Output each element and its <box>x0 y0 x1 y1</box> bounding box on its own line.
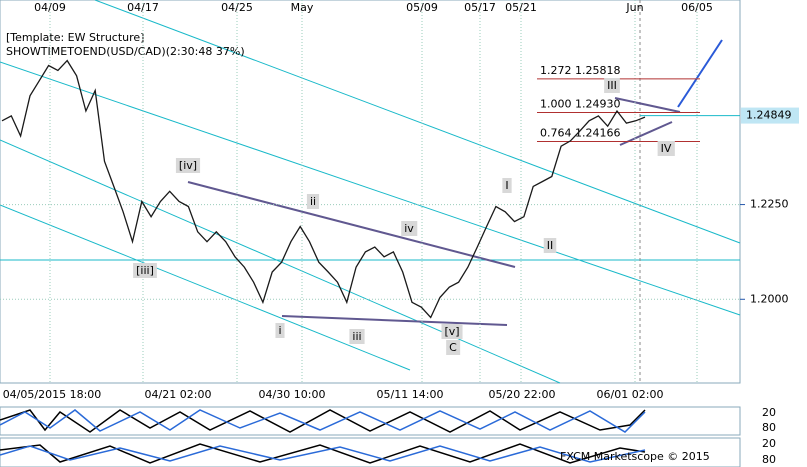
current-price-label: 1.24849 <box>746 109 792 122</box>
wave-label: III <box>607 79 617 92</box>
fib-ratio: 1.272 <box>540 64 572 77</box>
time-label: 04/05/2015 18:00 <box>3 388 102 401</box>
fib-ratio: 1.000 <box>540 98 572 111</box>
wave-label-box <box>604 78 620 93</box>
wave-label: i <box>278 324 281 337</box>
price-line <box>1 59 646 319</box>
footer: FXCM Marketscope © 2015 <box>560 450 710 463</box>
current-price-box <box>741 107 799 124</box>
wave-label-box <box>306 194 320 209</box>
wave-label-box <box>133 263 157 278</box>
wave-label: [iii] <box>136 264 154 277</box>
wave-label-box <box>349 329 365 344</box>
wave-label: [iv] <box>179 159 197 172</box>
time-label: 05/17 <box>464 1 496 14</box>
fib-ratio: 0.764 <box>540 126 572 139</box>
trendline <box>187 97 681 326</box>
wave-label-box <box>657 141 675 156</box>
time-label: 04/21 02:00 <box>145 388 212 401</box>
y-tick-label: 1.2250 <box>750 198 789 211</box>
time-label: 06/05 <box>681 1 713 14</box>
wave-label-box <box>543 238 557 253</box>
wave-label-box <box>446 340 461 355</box>
channel <box>0 0 741 384</box>
oscillator-tick-label: 20 <box>762 437 776 450</box>
oscillator-tick-label: 80 <box>762 453 776 466</box>
time-label: 05/11 14:00 <box>377 388 444 401</box>
wave-label-box <box>502 178 512 193</box>
time-label: 04/25 <box>221 1 253 14</box>
wave-label-box <box>401 221 418 236</box>
wave-label: I <box>505 179 508 192</box>
oscillator-lines <box>0 409 646 464</box>
header-line: SHOWTIMETOEND(USD/CAD)(2:30:48 37%) <box>6 45 245 58</box>
y-tick-label: 1.2000 <box>750 292 789 305</box>
time-label: 04/17 <box>127 1 159 14</box>
oscillator-tick-label: 80 <box>762 421 776 434</box>
time-label: 05/20 22:00 <box>489 388 556 401</box>
wave-label: [v] <box>444 325 459 338</box>
wave-label: II <box>547 239 554 252</box>
oscillator-panel <box>0 437 741 467</box>
header-line: [Template: EW Structure] <box>6 31 144 44</box>
time-label: 05/21 <box>505 1 537 14</box>
fib-price: 1.25818 <box>575 64 621 77</box>
projection-arrow <box>677 39 723 108</box>
wave-label: iv <box>404 222 414 235</box>
wave-label-box <box>441 324 463 339</box>
time-label: 04/09 <box>34 1 66 14</box>
wave-label: iii <box>352 330 361 343</box>
fib-price: 1.24166 <box>575 126 621 139</box>
wave-label-box <box>275 323 285 338</box>
time-label: 05/09 <box>406 1 438 14</box>
wave-label: ii <box>310 195 316 208</box>
fib-price: 1.24930 <box>575 98 621 111</box>
time-label: 06/01 02:00 <box>597 388 664 401</box>
wave-label: IV <box>661 142 672 155</box>
time-label: 04/30 10:00 <box>259 388 326 401</box>
oscillator-tick-label: 20 <box>762 406 776 419</box>
wave-label: C <box>449 341 457 354</box>
time-label: Jun <box>625 1 643 14</box>
time-label: May <box>291 1 314 14</box>
wave-label-box <box>175 158 201 173</box>
